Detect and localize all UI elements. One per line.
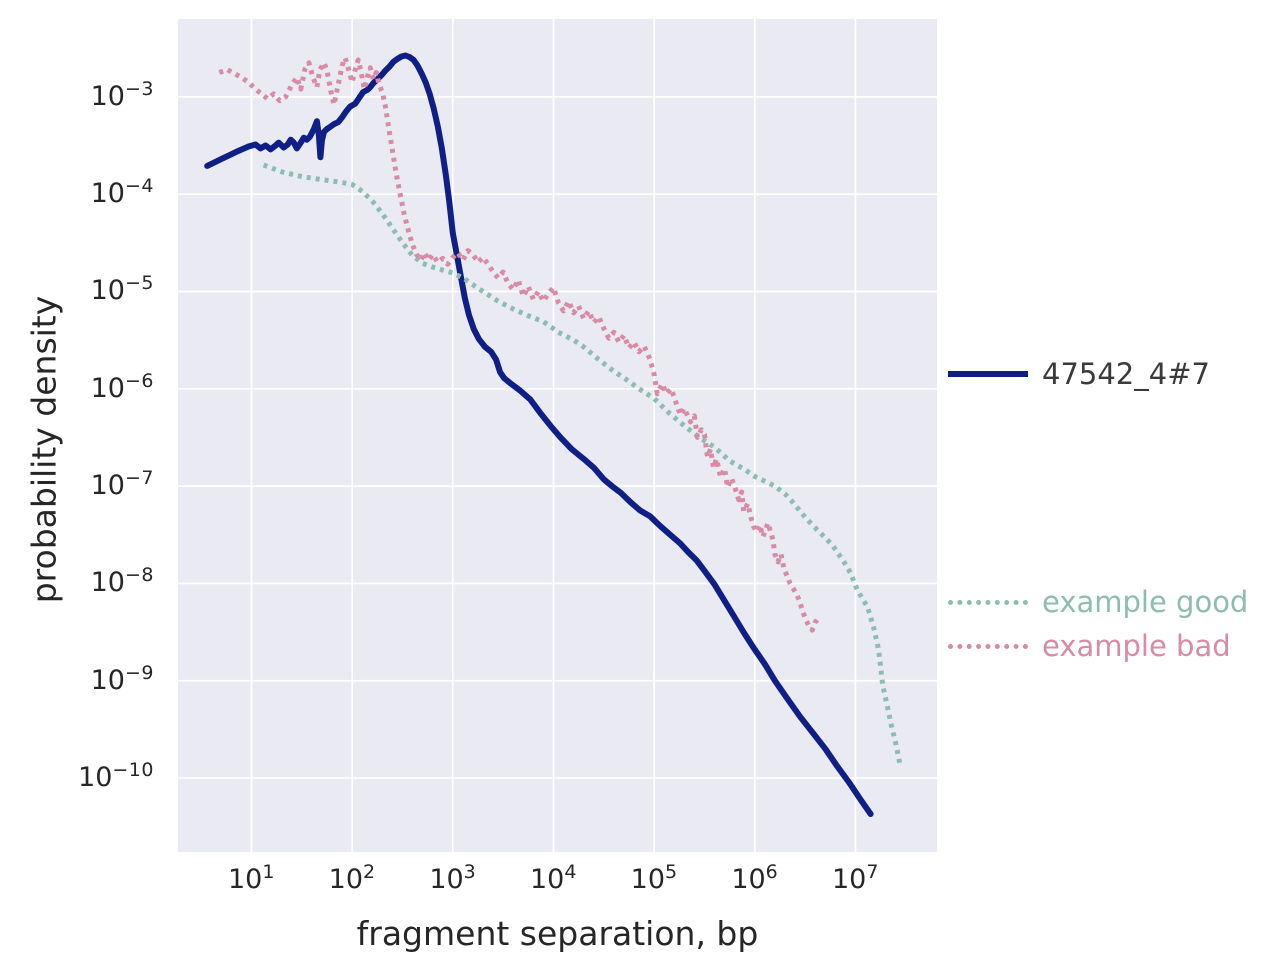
x-tick-label-1e5: 105 (630, 861, 678, 895)
legend-item-example-bad: example bad (948, 628, 1231, 664)
legend-item-main-series: 47542_4#7 (948, 356, 1210, 392)
legend-line-dotted (948, 643, 1028, 649)
legend-label-example-good: example good (1042, 585, 1249, 619)
y-tick-label-1e-4: 10−4 (90, 175, 154, 210)
x-tick-label-1e3: 103 (429, 861, 477, 895)
legend-line-solid (948, 371, 1028, 377)
legend-label-example-bad: example bad (1042, 629, 1231, 663)
x-axis-label: fragment separation, bp (356, 914, 759, 953)
legend-item-example-good: example good (948, 584, 1248, 620)
y-tick-label-1e-3: 10−3 (90, 77, 154, 112)
y-tick-label-1e-7: 10−7 (90, 467, 154, 502)
x-tick-label-1e2: 102 (328, 861, 376, 895)
x-tick-label-1e7: 107 (831, 861, 879, 895)
y-tick-label-1e-8: 10−8 (90, 564, 154, 599)
y-tick-label-1e-5: 10−5 (90, 272, 154, 307)
legend-label-main-series: 47542_4#7 (1042, 357, 1210, 391)
y-tick-label-1e-6: 10−6 (90, 369, 154, 404)
x-tick-label-1e6: 106 (731, 861, 779, 895)
series-line-2 (218, 55, 821, 633)
x-tick-label-1e1: 101 (227, 861, 275, 895)
y-tick-label-1e-10: 10−10 (78, 759, 154, 794)
series-line-0 (204, 52, 874, 817)
series-line-1 (262, 162, 903, 764)
legend-line-dotted (948, 599, 1028, 605)
x-tick-label-1e4: 104 (529, 861, 577, 895)
y-axis-label: probability density (24, 295, 64, 604)
y-tick-label-1e-9: 10−9 (90, 661, 154, 696)
